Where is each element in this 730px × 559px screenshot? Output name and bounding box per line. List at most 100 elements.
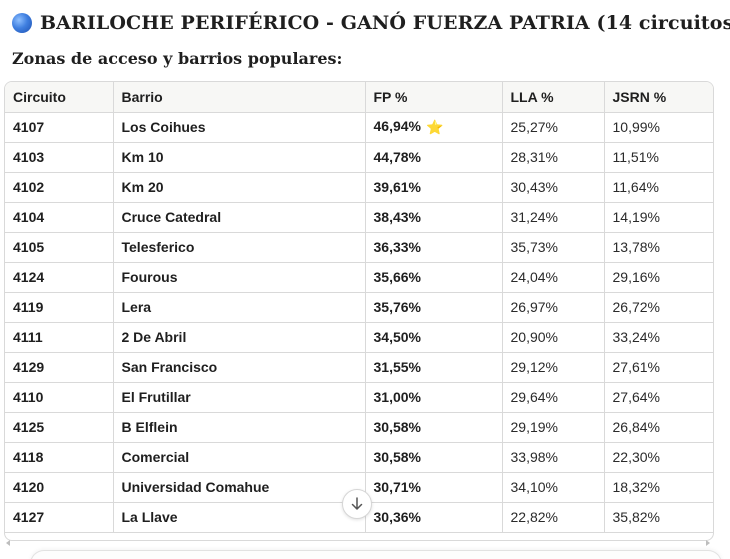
cell-barrio: Lera	[113, 292, 366, 323]
cell-lla: 28,31%	[502, 142, 605, 173]
cell-jsrn: 29,16%	[604, 262, 713, 293]
scroll-right-arrow-icon[interactable]	[706, 540, 710, 546]
cell-jsrn: 18,32%	[604, 472, 713, 503]
table-row: 4111 2 De Abril 34,50% 20,90% 33,24%	[5, 322, 713, 353]
cell-lla: 31,24%	[502, 202, 605, 233]
cell-lla: 29,19%	[502, 412, 605, 443]
cell-circuito: 4120	[5, 472, 114, 503]
cell-jsrn: 11,64%	[604, 172, 713, 203]
message-composer[interactable]	[30, 550, 722, 559]
scroll-left-arrow-icon[interactable]	[6, 540, 10, 546]
cell-lla: 24,04%	[502, 262, 605, 293]
table-row: 4107 Los Coihues 46,94% ⭐ 25,27% 10,99%	[5, 112, 713, 143]
arrow-down-icon	[351, 497, 363, 510]
cell-jsrn: 22,30%	[604, 442, 713, 473]
cell-circuito: 4107	[5, 112, 114, 143]
cell-jsrn: 26,72%	[604, 292, 713, 323]
table-row: 4103 Km 10 44,78% 28,31% 11,51%	[5, 142, 713, 173]
cell-circuito: 4129	[5, 352, 114, 383]
cell-circuito: 4124	[5, 262, 114, 293]
cell-barrio: El Frutillar	[113, 382, 366, 413]
cell-fp: 38,43%	[365, 202, 503, 233]
cell-jsrn: 35,82%	[604, 502, 713, 533]
cell-barrio: Km 20	[113, 172, 366, 203]
cell-fp: 30,36%	[365, 502, 503, 533]
cell-lla: 30,43%	[502, 172, 605, 203]
cell-fp: 30,71%	[365, 472, 503, 503]
cell-barrio: Comercial	[113, 442, 366, 473]
cell-circuito: 4105	[5, 232, 114, 263]
star-icon: ⭐	[425, 119, 444, 135]
cell-fp: 36,33%	[365, 232, 503, 263]
cell-jsrn: 27,61%	[604, 352, 713, 383]
cell-lla: 35,73%	[502, 232, 605, 263]
cell-barrio: Km 10	[113, 142, 366, 173]
column-header-lla: LLA %	[502, 82, 605, 113]
cell-barrio: San Francisco	[113, 352, 366, 383]
cell-jsrn: 33,24%	[604, 322, 713, 353]
cell-circuito: 4103	[5, 142, 114, 173]
results-table-container[interactable]: Circuito Barrio FP % LLA % JSRN % 4107 L…	[4, 81, 714, 541]
cell-lla: 25,27%	[502, 112, 605, 143]
column-header-fp: FP %	[365, 82, 503, 113]
cell-lla: 26,97%	[502, 292, 605, 323]
table-row: 4129 San Francisco 31,55% 29,12% 27,61%	[5, 352, 713, 383]
cell-fp: 44,78%	[365, 142, 503, 173]
cell-fp: 35,76%	[365, 292, 503, 323]
column-header-jsrn: JSRN %	[604, 82, 713, 113]
cell-barrio: 2 De Abril	[113, 322, 366, 353]
table-row: 4120 Universidad Comahue 30,71% 34,10% 1…	[5, 472, 713, 503]
cell-barrio: B Elflein	[113, 412, 366, 443]
cell-fp: 31,55%	[365, 352, 503, 383]
cell-fp: 35,66%	[365, 262, 503, 293]
page-heading: BARILOCHE PERIFÉRICO - GANÓ FUERZA PATRI…	[12, 8, 730, 38]
cell-fp: 46,94% ⭐	[365, 112, 503, 143]
cell-lla: 34,10%	[502, 472, 605, 503]
cell-barrio: La Llave	[113, 502, 366, 533]
cell-circuito: 4104	[5, 202, 114, 233]
table-row: 4105 Telesferico 36,33% 35,73% 13,78%	[5, 232, 713, 263]
cell-circuito: 4118	[5, 442, 114, 473]
cell-barrio: Los Coihues	[113, 112, 366, 143]
cell-jsrn: 13,78%	[604, 232, 713, 263]
table-row: 4118 Comercial 30,58% 33,98% 22,30%	[5, 442, 713, 473]
cell-fp: 30,58%	[365, 442, 503, 473]
cell-fp: 39,61%	[365, 172, 503, 203]
cell-fp: 34,50%	[365, 322, 503, 353]
table-header-row: Circuito Barrio FP % LLA % JSRN %	[5, 82, 713, 113]
section-subtitle: Zonas de acceso y barrios populares:	[12, 48, 343, 68]
cell-jsrn: 26,84%	[604, 412, 713, 443]
cell-circuito: 4110	[5, 382, 114, 413]
column-header-circuito: Circuito	[5, 82, 114, 113]
cell-jsrn: 14,19%	[604, 202, 713, 233]
cell-lla: 33,98%	[502, 442, 605, 473]
cell-circuito: 4111	[5, 322, 114, 353]
cell-fp-value: 46,94%	[373, 118, 421, 134]
cell-fp: 30,58%	[365, 412, 503, 443]
cell-circuito: 4102	[5, 172, 114, 203]
cell-barrio: Cruce Catedral	[113, 202, 366, 233]
cell-lla: 20,90%	[502, 322, 605, 353]
cell-lla: 29,64%	[502, 382, 605, 413]
table-row: 4124 Fourous 35,66% 24,04% 29,16%	[5, 262, 713, 293]
table-row: 4104 Cruce Catedral 38,43% 31,24% 14,19%	[5, 202, 713, 233]
table-row: 4125 B Elflein 30,58% 29,19% 26,84%	[5, 412, 713, 443]
table-row: 4110 El Frutillar 31,00% 29,64% 27,64%	[5, 382, 713, 413]
cell-barrio: Universidad Comahue	[113, 472, 366, 503]
cell-circuito: 4119	[5, 292, 114, 323]
cell-lla: 29,12%	[502, 352, 605, 383]
table-row: 4127 La Llave 30,36% 22,82% 35,82%	[5, 502, 713, 533]
table-row: 4102 Km 20 39,61% 30,43% 11,64%	[5, 172, 713, 203]
page-title: BARILOCHE PERIFÉRICO - GANÓ FUERZA PATRI…	[40, 12, 730, 34]
cell-lla: 22,82%	[502, 502, 605, 533]
column-header-barrio: Barrio	[113, 82, 366, 113]
results-table: Circuito Barrio FP % LLA % JSRN % 4107 L…	[5, 82, 713, 533]
table-row: 4119 Lera 35,76% 26,97% 26,72%	[5, 292, 713, 323]
cell-jsrn: 27,64%	[604, 382, 713, 413]
cell-fp: 31,00%	[365, 382, 503, 413]
cell-jsrn: 11,51%	[604, 142, 713, 173]
cell-circuito: 4127	[5, 502, 114, 533]
cell-circuito: 4125	[5, 412, 114, 443]
cell-barrio: Telesferico	[113, 232, 366, 263]
scroll-down-button[interactable]	[342, 489, 372, 519]
